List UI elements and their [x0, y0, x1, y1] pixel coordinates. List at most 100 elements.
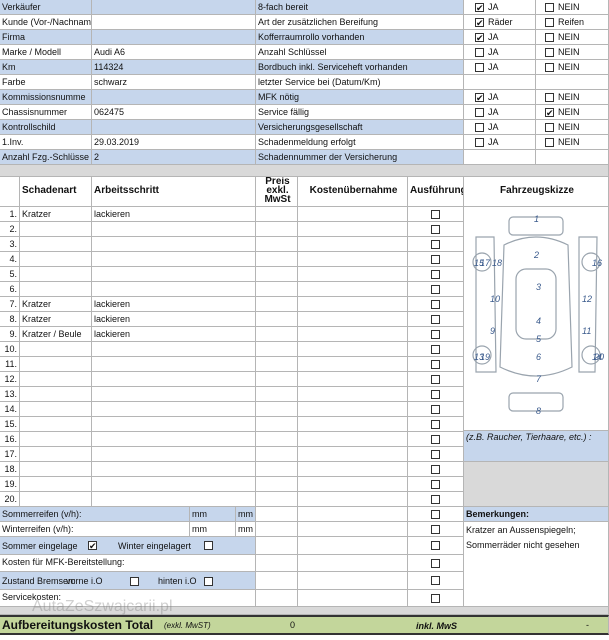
checkbox[interactable] [475, 123, 484, 132]
price [256, 372, 298, 387]
price [256, 477, 298, 492]
row-number: 13. [0, 387, 20, 402]
cost [298, 477, 408, 492]
done-checkbox[interactable] [431, 480, 440, 489]
checkbox[interactable] [475, 108, 484, 117]
done-checkbox[interactable] [431, 210, 440, 219]
sketch-label: 10 [490, 294, 501, 304]
cost [298, 357, 408, 372]
checkbox[interactable]: ✔ [475, 93, 484, 103]
checkbox[interactable] [475, 63, 484, 72]
done-checkbox[interactable] [431, 465, 440, 474]
checkbox[interactable] [475, 48, 484, 57]
done-checkbox[interactable] [431, 345, 440, 354]
done-checkbox[interactable] [431, 375, 440, 384]
storage-checkbox[interactable] [204, 541, 213, 550]
checkbox[interactable] [545, 93, 554, 102]
done-checkbox[interactable] [431, 240, 440, 249]
remarks-text: Kratzer an Aussenspiegeln; [466, 525, 576, 535]
option-label: NEIN [558, 92, 580, 102]
check-cell [464, 105, 536, 120]
price [256, 387, 298, 402]
cost [298, 207, 408, 222]
done-checkbox[interactable] [431, 330, 440, 339]
done [408, 590, 464, 607]
field-label: Verkäufer [0, 0, 92, 15]
checkbox[interactable] [545, 3, 554, 12]
row-number: 8. [0, 312, 20, 327]
checkbox[interactable]: ✔ [545, 108, 554, 118]
done [408, 267, 464, 282]
checkbox[interactable]: ✔ [475, 3, 484, 13]
done-checkbox[interactable] [431, 405, 440, 414]
check-cell [464, 15, 536, 30]
brakes-checkbox[interactable] [130, 577, 139, 586]
checkbox[interactable] [545, 123, 554, 132]
price [256, 282, 298, 297]
checkbox[interactable] [475, 138, 484, 147]
damage-type: Kratzer / Beule [20, 327, 92, 342]
checkbox[interactable] [545, 18, 554, 27]
done-checkbox[interactable] [431, 435, 440, 444]
done-checkbox[interactable] [431, 360, 440, 369]
done-checkbox[interactable] [431, 594, 440, 603]
price [256, 507, 298, 522]
sketch-label: 2 [534, 250, 540, 260]
row-number: 1. [0, 207, 20, 222]
done-checkbox[interactable] [431, 420, 440, 429]
done [408, 537, 464, 555]
sketch-label: 9 [490, 326, 496, 336]
damage-type [20, 447, 92, 462]
done-checkbox[interactable] [431, 300, 440, 309]
checkbox[interactable] [545, 48, 554, 57]
field-value [92, 0, 256, 15]
brakes-checkbox[interactable] [204, 577, 213, 586]
done-checkbox[interactable] [431, 559, 440, 568]
footer-value: - [586, 620, 589, 630]
done-checkbox[interactable] [431, 255, 440, 264]
done [408, 555, 464, 572]
sketch-label: 12 [582, 294, 593, 304]
checkbox[interactable] [545, 63, 554, 72]
cost [298, 432, 408, 447]
checkbox[interactable] [545, 138, 554, 147]
storage-checkbox[interactable]: ✔ [88, 541, 97, 551]
done-checkbox[interactable] [431, 390, 440, 399]
work-step [92, 342, 256, 357]
checkbox[interactable]: ✔ [475, 18, 484, 28]
done-checkbox[interactable] [431, 576, 440, 585]
check-label: Kofferraumrollo vorhanden [256, 30, 464, 45]
done-checkbox[interactable] [431, 525, 440, 534]
checkbox[interactable]: ✔ [475, 33, 484, 43]
footer-label: Aufbereitungskosten Total [2, 618, 154, 632]
check-cell [464, 135, 536, 150]
done-checkbox[interactable] [431, 315, 440, 324]
done [408, 462, 464, 477]
done-checkbox[interactable] [431, 285, 440, 294]
work-step [92, 357, 256, 372]
done-checkbox[interactable] [431, 450, 440, 459]
option-label: NEIN [558, 122, 580, 132]
option-label: JA [488, 92, 499, 102]
damage-type [20, 387, 92, 402]
row-number: 17. [0, 447, 20, 462]
done-checkbox[interactable] [431, 270, 440, 279]
row-number: 3. [0, 237, 20, 252]
done-checkbox[interactable] [431, 225, 440, 234]
done-checkbox[interactable] [431, 541, 440, 550]
service-costs: Servicekosten: [0, 590, 256, 607]
cost [298, 555, 408, 572]
damage-type [20, 282, 92, 297]
check-cell [464, 75, 536, 90]
damage-type [20, 342, 92, 357]
cost [298, 222, 408, 237]
checkbox[interactable] [545, 33, 554, 42]
storage-row [0, 537, 256, 555]
option-label: Reifen [558, 17, 585, 27]
sketch-label: 19 [480, 352, 491, 362]
row-number: 5. [0, 267, 20, 282]
field-value: 29.03.2019 [92, 135, 256, 150]
field-value: Audi A6 [92, 45, 256, 60]
done-checkbox[interactable] [431, 510, 440, 519]
done-checkbox[interactable] [431, 495, 440, 504]
